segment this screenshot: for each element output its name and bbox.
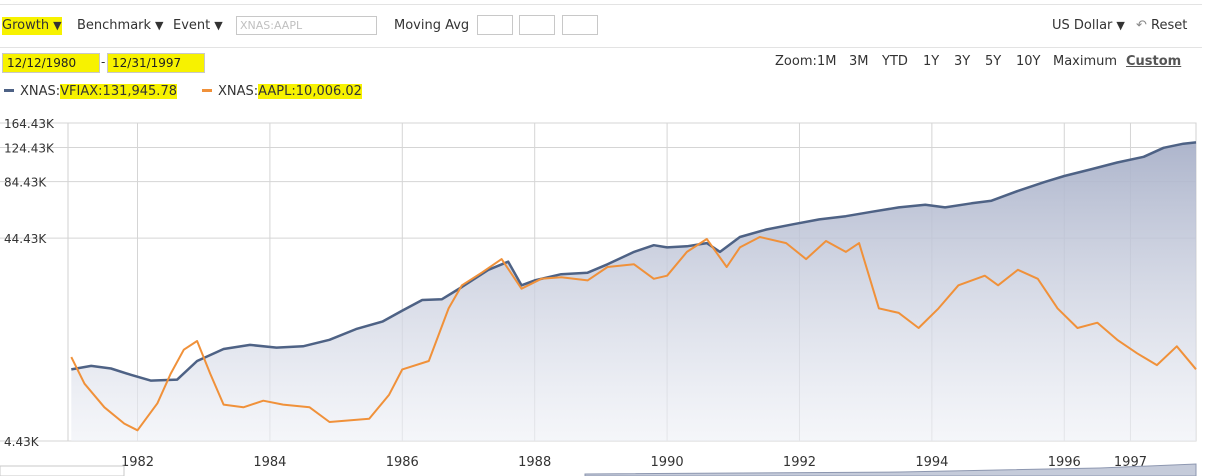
chevron-down-icon: ▼ [155,19,164,32]
x-tick-label: 1986 [386,455,419,470]
currency-label: US Dollar [1052,18,1113,33]
series-area-vfiax [71,142,1196,441]
zoom-3y[interactable]: 3Y [954,54,971,69]
legend-prefix: XNAS: [20,84,61,99]
zoom-5y[interactable]: 5Y [985,54,1002,69]
growth-dropdown[interactable]: Growth ▼ [2,17,62,35]
x-tick-label: 1988 [518,455,551,470]
navigator-preview [584,463,1197,476]
chart-toolbar: Growth▼ Benchmark▼ Event▼ Moving Avg US … [0,4,1202,48]
series-line-aapl [70,236,1197,432]
x-tick-label: 1992 [783,455,816,470]
legend-value: 10,006.02 [295,84,362,99]
chevron-down-icon: ▼ [53,19,62,32]
legend-item-vfiax: XNAS:VFIAX:131,945.78 [4,82,177,102]
legend-name: AAPL: [258,84,296,99]
x-tick-label: 1982 [121,455,154,470]
reset-icon: ↶ [1136,18,1147,33]
chevron-down-icon: ▼ [1116,19,1125,32]
legend-item-aapl: XNAS:AAPL:10,006.02 [202,82,362,102]
benchmark-dropdown[interactable]: Benchmark ▼ [77,17,164,35]
legend-values-vfiax: VFIAX:131,945.78 [60,84,177,99]
legend-name: VFIAX: [60,84,103,99]
zoom-10y[interactable]: 10Y [1016,54,1041,69]
y-tick-label: 164.43K [4,117,55,131]
navigator-handle [0,465,125,476]
start-date-input[interactable] [2,53,100,73]
y-tick-label: 124.43K [4,142,55,156]
zoom-label: Zoom: [775,54,817,69]
y-tick-label: 4.43K [4,435,40,449]
x-tick-label: 1994 [915,455,948,470]
legend-values-aapl: AAPL:10,006.02 [258,84,362,99]
moving-avg-label: Moving Avg [394,18,470,33]
moving-avg-input-3[interactable] [562,15,598,35]
series-line-vfiax [71,141,1197,382]
legend-swatch-aapl [202,89,212,92]
symbol-search-input[interactable] [236,16,377,35]
x-tick-label: 1996 [1048,455,1081,470]
reset-button[interactable]: ↶ Reset [1136,17,1187,35]
moving-avg-input-2[interactable] [519,15,555,35]
growth-chart: 4.43K 44.43K 84.43K 124.43K 164.43K 1982 1984 1… [0,117,1197,476]
y-tick-label: 44.43K [4,232,47,246]
benchmark-label: Benchmark [77,18,152,33]
chevron-down-icon: ▼ [214,19,223,32]
zoom-1m[interactable]: 1M [817,54,837,69]
y-tick-label: 84.43K [4,176,47,190]
zoom-3m[interactable]: 3M [849,54,869,69]
zoom-ytd[interactable]: YTD [882,54,908,69]
currency-dropdown[interactable]: US Dollar ▼ [1052,17,1125,35]
legend-prefix: XNAS: [218,84,259,99]
moving-avg-input-1[interactable] [477,15,513,35]
zoom-custom[interactable]: Custom [1126,54,1182,69]
legend-swatch-vfiax [4,89,14,92]
end-date-input[interactable] [107,53,205,73]
x-tick-label: 1984 [253,455,286,470]
growth-label: Growth [2,18,50,33]
event-dropdown[interactable]: Event ▼ [173,17,223,35]
x-tick-label: 1990 [651,455,684,470]
zoom-maximum[interactable]: Maximum [1053,54,1118,69]
date-separator: - [101,55,106,69]
zoom-1y[interactable]: 1Y [923,54,940,69]
reset-label: Reset [1151,18,1188,33]
legend-value: 131,945.78 [102,84,177,99]
event-label: Event [173,18,211,33]
